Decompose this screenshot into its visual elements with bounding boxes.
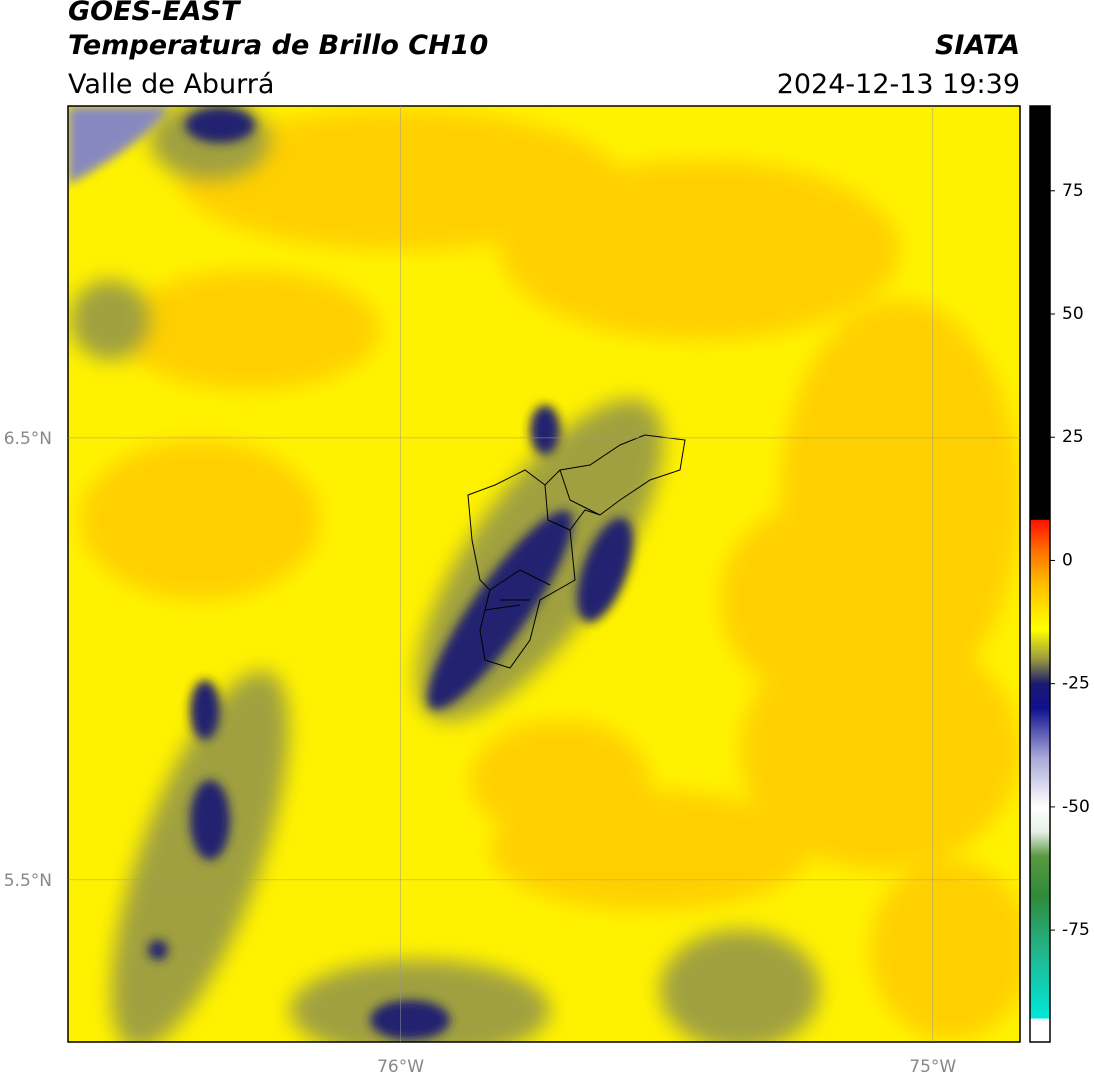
y-tick-label: 6.5°N xyxy=(4,429,52,449)
colorbar-tick-label: -25 xyxy=(1062,674,1090,694)
y-tick-label: 5.5°N xyxy=(4,871,52,891)
colorbar-tick-label: 0 xyxy=(1062,550,1073,570)
colorbar-tick-label: 25 xyxy=(1062,427,1084,447)
map-field xyxy=(68,106,1020,1042)
colorbar-tick-label: -75 xyxy=(1062,920,1090,940)
x-tick-label: 75°W xyxy=(909,1057,956,1077)
title: GOES-EAST xyxy=(68,0,242,27)
source: SIATA xyxy=(935,30,1020,61)
region: Valle de Aburrá xyxy=(68,69,274,100)
colorbar xyxy=(1029,105,1051,1043)
colorbar-tick-label: -50 xyxy=(1062,797,1090,817)
datetime: 2024-12-13 19:39 xyxy=(777,69,1020,100)
colorbar-tick-label: 50 xyxy=(1062,304,1084,324)
x-tick-label: 76°W xyxy=(377,1057,424,1077)
map-frame xyxy=(67,105,1021,1043)
colorbar-tick-label: 75 xyxy=(1062,181,1084,201)
subtitle: Temperatura de Brillo CH10 xyxy=(68,30,488,61)
